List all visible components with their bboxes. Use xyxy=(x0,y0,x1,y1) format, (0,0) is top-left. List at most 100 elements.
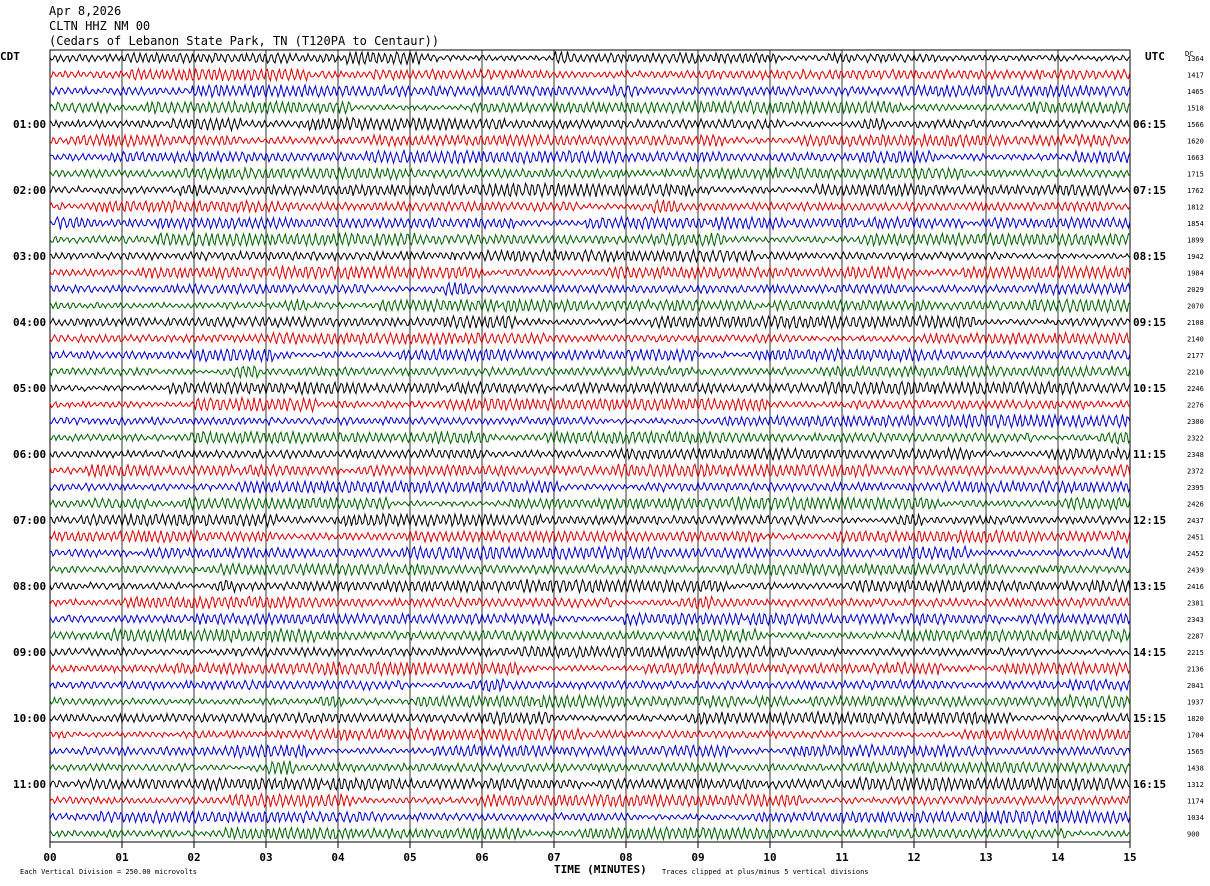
x-tick-label: 09 xyxy=(691,851,704,864)
dc-offset-label: 1465 xyxy=(1187,88,1204,96)
seismic-trace xyxy=(49,825,1131,842)
left-hour-label: 03:00 xyxy=(13,250,46,263)
dc-column-header: DC xyxy=(1185,50,1193,58)
seismic-trace xyxy=(49,429,1131,446)
dc-offset-label: 1174 xyxy=(1187,798,1204,806)
x-tick-label: 13 xyxy=(979,851,992,864)
seismic-trace xyxy=(49,677,1131,693)
seismic-trace xyxy=(49,512,1131,529)
x-tick-label: 00 xyxy=(43,851,56,864)
seismic-trace xyxy=(49,215,1131,232)
left-zone-label: CDT xyxy=(0,50,20,63)
seismic-trace xyxy=(49,314,1131,331)
x-tick-label: 11 xyxy=(835,851,849,864)
seismic-trace xyxy=(49,395,1131,414)
x-tick-label: 05 xyxy=(403,851,416,864)
dc-offset-label: 1854 xyxy=(1187,220,1204,228)
dc-offset-label: 1034 xyxy=(1187,814,1204,822)
x-tick-label: 06 xyxy=(475,851,489,864)
dc-offset-label: 2416 xyxy=(1187,583,1204,591)
seismic-trace xyxy=(49,380,1131,397)
right-hour-label: 16:15 xyxy=(1133,778,1166,791)
seismic-trace xyxy=(49,446,1131,462)
dc-offset-label: 1812 xyxy=(1187,204,1204,212)
right-hour-label: 08:15 xyxy=(1133,250,1166,263)
dc-offset-label: 2348 xyxy=(1187,451,1204,459)
dc-offset-label: 2140 xyxy=(1187,336,1204,344)
seismic-trace xyxy=(49,544,1131,562)
plot-frame xyxy=(49,49,1131,843)
seismic-trace xyxy=(49,115,1131,133)
dc-offset-label: 1704 xyxy=(1187,732,1204,740)
x-tick-label: 02 xyxy=(187,851,200,864)
seismic-trace xyxy=(49,775,1131,793)
seismic-trace xyxy=(49,99,1131,116)
seismic-trace xyxy=(49,594,1131,611)
dc-offset-label: 1942 xyxy=(1187,253,1204,261)
station-code: CLTN HHZ NM 00 xyxy=(49,19,151,33)
dc-offset-label: 1899 xyxy=(1187,237,1204,245)
dc-offset-label: 2136 xyxy=(1187,666,1204,674)
seismic-trace xyxy=(49,792,1131,809)
dc-offset-label: 1762 xyxy=(1187,187,1204,195)
dc-offset-label: 2215 xyxy=(1187,649,1204,657)
seismic-trace xyxy=(49,198,1131,215)
left-hour-label: 09:00 xyxy=(13,646,46,659)
dc-offset-label: 2070 xyxy=(1187,303,1204,311)
x-tick-label: 10 xyxy=(763,851,776,864)
dc-offset-label: 2426 xyxy=(1187,501,1204,509)
seismic-trace xyxy=(49,231,1131,248)
seismic-trace xyxy=(49,346,1131,364)
seismic-trace xyxy=(49,297,1131,314)
dc-offset-label: 2246 xyxy=(1187,385,1204,393)
dc-offset-label: 2041 xyxy=(1187,682,1204,690)
right-zone-label: UTC xyxy=(1145,50,1165,63)
dc-offset-label: 1715 xyxy=(1187,171,1204,179)
dc-offset-label: 1620 xyxy=(1187,138,1204,146)
dc-offset-label: 1820 xyxy=(1187,715,1204,723)
x-tick-label: 15 xyxy=(1123,851,1136,864)
seismic-trace xyxy=(49,578,1131,595)
x-tick-label: 08 xyxy=(619,851,632,864)
x-axis-title: TIME (MINUTES) xyxy=(554,863,647,876)
dc-offset-label: 1565 xyxy=(1187,748,1204,756)
dc-offset-label: 1438 xyxy=(1187,765,1204,773)
seismic-trace xyxy=(49,809,1131,826)
dc-offset-label: 2322 xyxy=(1187,435,1204,443)
dc-offset-label: 2210 xyxy=(1187,369,1204,377)
dc-offset-label: 1566 xyxy=(1187,121,1204,129)
seismic-trace xyxy=(49,413,1131,430)
seismic-trace xyxy=(49,50,1131,67)
dc-offset-label: 1417 xyxy=(1187,72,1204,80)
dc-offset-label: 2439 xyxy=(1187,567,1204,575)
footer-clip-note: Traces clipped at plus/minus 5 vertical … xyxy=(662,868,869,876)
left-hour-label: 01:00 xyxy=(13,118,46,131)
dc-offset-label: 2287 xyxy=(1187,633,1204,641)
seismic-trace xyxy=(49,495,1131,512)
dc-offset-label: 1364 xyxy=(1187,55,1204,63)
seismic-trace xyxy=(49,181,1131,199)
seismic-trace xyxy=(49,148,1131,166)
right-hour-label: 06:15 xyxy=(1133,118,1166,131)
x-tick-label: 01 xyxy=(115,851,129,864)
dc-offset-label: 2395 xyxy=(1187,484,1204,492)
dc-offset-label: 2177 xyxy=(1187,352,1204,360)
seismic-trace xyxy=(49,726,1131,742)
x-tick-label: 14 xyxy=(1051,851,1065,864)
station-location: (Cedars of Lebanon State Park, TN (T120P… xyxy=(49,34,440,48)
x-tick-label: 03 xyxy=(259,851,272,864)
right-hour-label: 12:15 xyxy=(1133,514,1166,527)
right-hour-label: 14:15 xyxy=(1133,646,1166,659)
left-hour-label: 10:00 xyxy=(13,712,46,725)
seismic-trace xyxy=(49,626,1131,644)
seismic-trace xyxy=(49,264,1131,281)
seismic-trace xyxy=(50,66,1131,83)
dc-offset-label: 1312 xyxy=(1187,781,1204,789)
seismic-trace xyxy=(49,330,1131,347)
dc-offset-label: 1518 xyxy=(1187,105,1204,113)
seismic-trace xyxy=(49,165,1131,182)
dc-offset-label: 1937 xyxy=(1187,699,1204,707)
x-tick-label: 07 xyxy=(547,851,560,864)
dc-offset-label: 2451 xyxy=(1187,534,1204,542)
